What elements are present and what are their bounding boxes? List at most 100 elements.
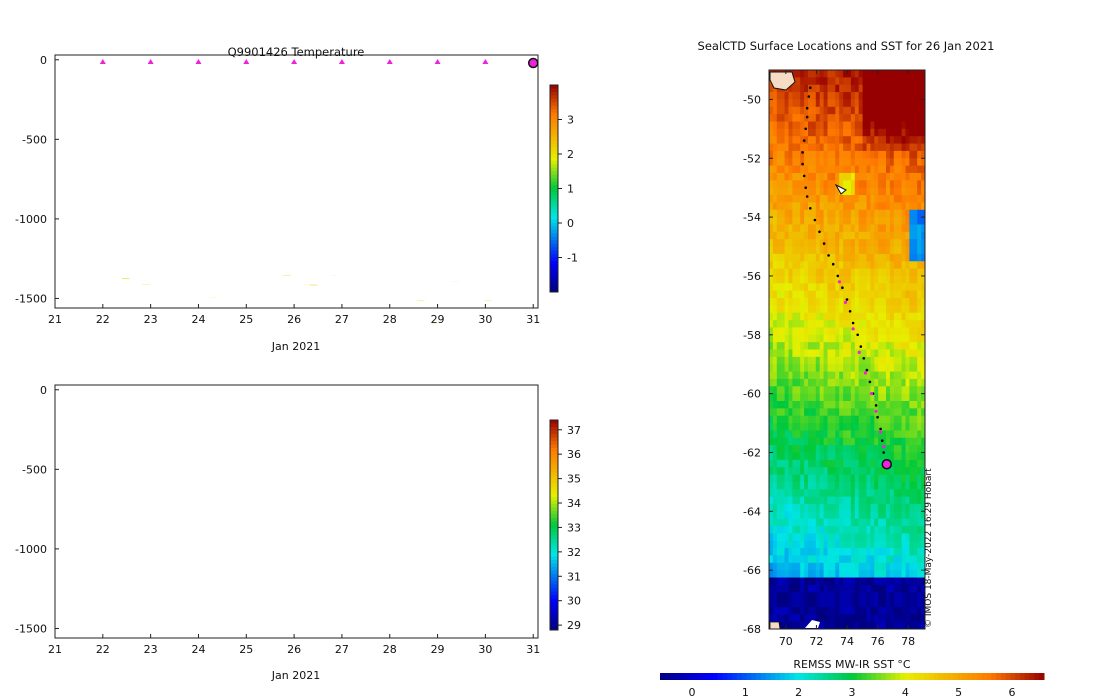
colorbar-segment — [550, 567, 558, 571]
colorbar-tick-label: 2 — [567, 148, 574, 161]
sst-cell — [772, 445, 778, 453]
colorbar-segment — [550, 178, 558, 183]
sst-cell — [769, 459, 774, 468]
profile-marker — [338, 59, 345, 64]
sst-cell — [776, 518, 782, 527]
sst-cell — [780, 92, 786, 100]
sst-cell — [780, 253, 786, 262]
sst-cell — [769, 327, 774, 336]
sst-cell — [780, 217, 786, 225]
sst-cell — [772, 195, 778, 203]
sst-cell — [776, 592, 782, 601]
sst-cell — [776, 400, 782, 409]
sst-cell — [769, 246, 774, 255]
sst-cell — [769, 217, 774, 225]
sst-cell — [780, 526, 786, 534]
sst-cell — [772, 327, 778, 336]
sst-cell — [772, 526, 778, 534]
sst-cell — [772, 158, 778, 167]
sst-cell — [780, 408, 786, 417]
heatmap-cell — [122, 278, 130, 279]
profile-marker — [147, 59, 154, 64]
colorbar-segment — [550, 119, 558, 124]
sst-cell — [780, 364, 786, 373]
colorbar-segment — [550, 143, 558, 148]
sst-cell — [772, 99, 778, 108]
sst-cell — [769, 548, 774, 556]
colorbar-segment — [550, 612, 558, 617]
colorbar-tick-label: 0 — [567, 217, 574, 230]
colorbar-segment — [550, 271, 558, 276]
sst-cell — [776, 128, 782, 137]
sst-cell — [769, 305, 774, 314]
colorbar-segment — [550, 602, 558, 606]
x-tick-label: 29 — [431, 313, 445, 326]
sst-cell — [776, 489, 782, 498]
colorbar-segment — [550, 191, 558, 196]
sst-cell — [776, 121, 782, 130]
sst-cell — [780, 423, 786, 431]
sst-cell — [776, 459, 782, 468]
sst-cell — [769, 342, 774, 350]
sst-cell — [776, 408, 782, 417]
sst-cell — [780, 459, 786, 468]
sst-cell — [780, 150, 786, 159]
sst-cell — [776, 496, 782, 505]
salinity-y-axis: 0 -500 -1000 -1500 — [15, 384, 59, 635]
sst-cell — [769, 415, 774, 424]
sst-cell — [772, 415, 778, 424]
colorbar-tick-label: 29 — [567, 619, 581, 632]
sst-cell — [776, 356, 782, 365]
colorbar-segment — [550, 560, 558, 564]
colorbar-segment — [550, 126, 558, 131]
sst-cell — [776, 415, 782, 424]
colorbar-segment — [550, 577, 558, 582]
sst-cell — [776, 555, 782, 564]
sst-cell — [772, 570, 778, 579]
sst-cell — [780, 312, 786, 321]
colorbar-tick-label: 31 — [567, 570, 581, 583]
sst-cell — [780, 209, 786, 218]
sst-cell — [772, 342, 778, 350]
colorbar-segment — [550, 423, 558, 428]
sst-cell — [772, 393, 778, 402]
sst-cell — [780, 136, 786, 145]
sst-cell — [772, 599, 778, 608]
colorbar-segment — [550, 85, 558, 89]
sst-cell — [769, 540, 774, 549]
sst-cell — [776, 165, 782, 174]
colorbar-segment — [550, 427, 558, 431]
colorbar-segment — [550, 274, 558, 279]
sst-cell — [776, 290, 782, 299]
sst-cell — [776, 540, 782, 549]
colorbar-segment — [550, 563, 558, 568]
sst-cell — [769, 298, 774, 306]
x-tick-label: 25 — [239, 643, 253, 656]
colorbar-segment — [550, 535, 558, 540]
colorbar-segment — [550, 88, 558, 93]
sst-cell — [780, 356, 786, 365]
profile-marker — [434, 59, 441, 64]
sst-cell — [776, 371, 782, 380]
sst-cell — [769, 511, 774, 520]
sst-cell — [776, 614, 782, 623]
sst-cell — [769, 386, 774, 395]
salinity-plot-frame — [54, 384, 539, 639]
sst-cell — [772, 268, 778, 277]
sst-cell — [772, 378, 778, 387]
colorbar-segment — [550, 465, 558, 470]
sst-cell — [776, 180, 782, 189]
sst-cell — [769, 195, 774, 203]
sst-cell — [769, 114, 774, 122]
colorbar-segment — [550, 136, 558, 141]
sst-cell — [769, 474, 774, 483]
colorbar-segment — [550, 174, 558, 179]
sst-cell — [772, 143, 778, 152]
sst-cell — [780, 540, 786, 549]
colorbar-segment — [550, 102, 558, 107]
sst-cell — [772, 562, 778, 571]
sst-cell — [769, 268, 774, 277]
sst-cell — [769, 445, 774, 453]
sst-cell — [772, 187, 778, 196]
sst-cell — [780, 187, 786, 196]
